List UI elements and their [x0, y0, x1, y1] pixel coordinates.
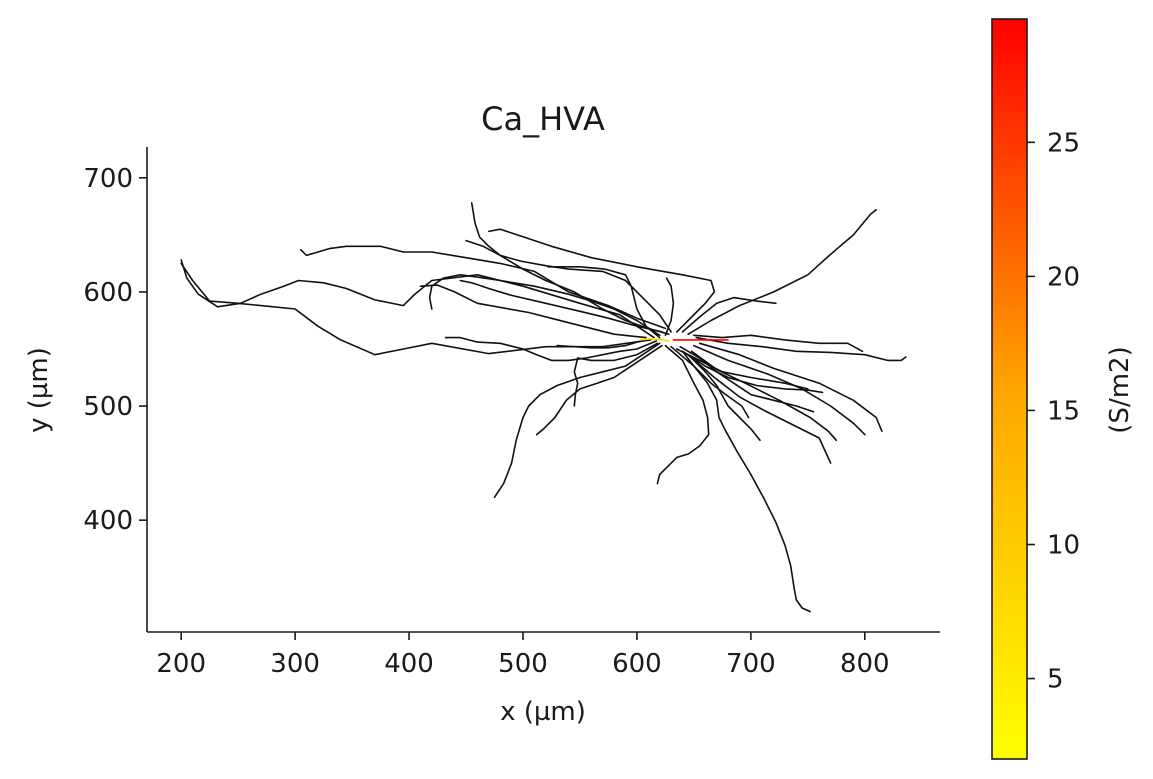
x-tick-label: 600: [612, 649, 662, 679]
chart-title: Ca_HVA: [481, 100, 605, 138]
neurite-series-21: [679, 345, 815, 413]
colorbar-label: (S/m2): [1105, 346, 1135, 433]
x-tick-label: 300: [270, 649, 320, 679]
neurite-series-32: [639, 337, 670, 342]
neurite-series-29: [556, 339, 650, 349]
neurite-series-13: [698, 342, 883, 432]
colorbar-tick-label: 20: [1047, 262, 1080, 292]
neurite-series-20: [676, 348, 809, 390]
neurite-series-16: [687, 353, 832, 464]
neurite-series-11: [693, 334, 864, 353]
neurite-series-30: [547, 266, 661, 339]
neurite-series-7: [470, 202, 672, 333]
y-tick-label: 700: [83, 164, 133, 194]
x-ticks: 200 300 400 500 600 700 800: [156, 632, 890, 679]
neurite-series-10: [687, 209, 877, 335]
neurite-series-22: [670, 345, 811, 613]
neurite-series-19: [681, 350, 824, 394]
colorbar-tick-label: 25: [1047, 128, 1080, 158]
x-tick-label: 400: [384, 649, 434, 679]
y-tick-label: 500: [83, 392, 133, 422]
neurite-series-8: [488, 228, 716, 333]
neurite-series-28: [664, 277, 675, 337]
neurite-series-3: [428, 274, 661, 337]
neurite-series-24: [535, 344, 663, 436]
neurite-series-5: [300, 245, 667, 330]
x-tick-label: 500: [498, 649, 548, 679]
y-tick-label: 600: [83, 278, 133, 308]
x-tick-label: 200: [156, 649, 206, 679]
neurite-series-0: [180, 259, 655, 339]
neurite-series-4: [459, 279, 663, 333]
colorbar-tick-label: 5: [1047, 665, 1064, 695]
neurite-series-14: [693, 344, 866, 436]
neurite-series-2: [419, 284, 647, 339]
neurite-series-9: [681, 296, 777, 333]
y-ticks: 400 500 600 700: [83, 164, 147, 536]
colorbar: [991, 18, 1028, 760]
neurite-series-12: [695, 336, 907, 362]
neurite-series-23: [656, 344, 710, 485]
y-tick-label: 400: [83, 506, 133, 536]
neurite-series-6: [465, 239, 670, 335]
neurite-series-17: [687, 353, 761, 442]
plot-area: [180, 202, 907, 613]
colorbar-tick-label: 10: [1047, 531, 1080, 561]
colorbar-ticks: 5 10 15 20 25: [1027, 128, 1080, 695]
neurite-series-1: [180, 262, 652, 356]
neurite-series-27: [444, 336, 658, 362]
neurite-series-26: [573, 342, 659, 407]
y-axis-label: y (µm): [24, 347, 54, 433]
neurite-series-25: [493, 342, 661, 499]
x-tick-label: 800: [840, 649, 890, 679]
x-axis-label: x (µm): [500, 697, 586, 727]
colorbar-tick-label: 15: [1047, 396, 1080, 426]
x-tick-label: 700: [726, 649, 776, 679]
